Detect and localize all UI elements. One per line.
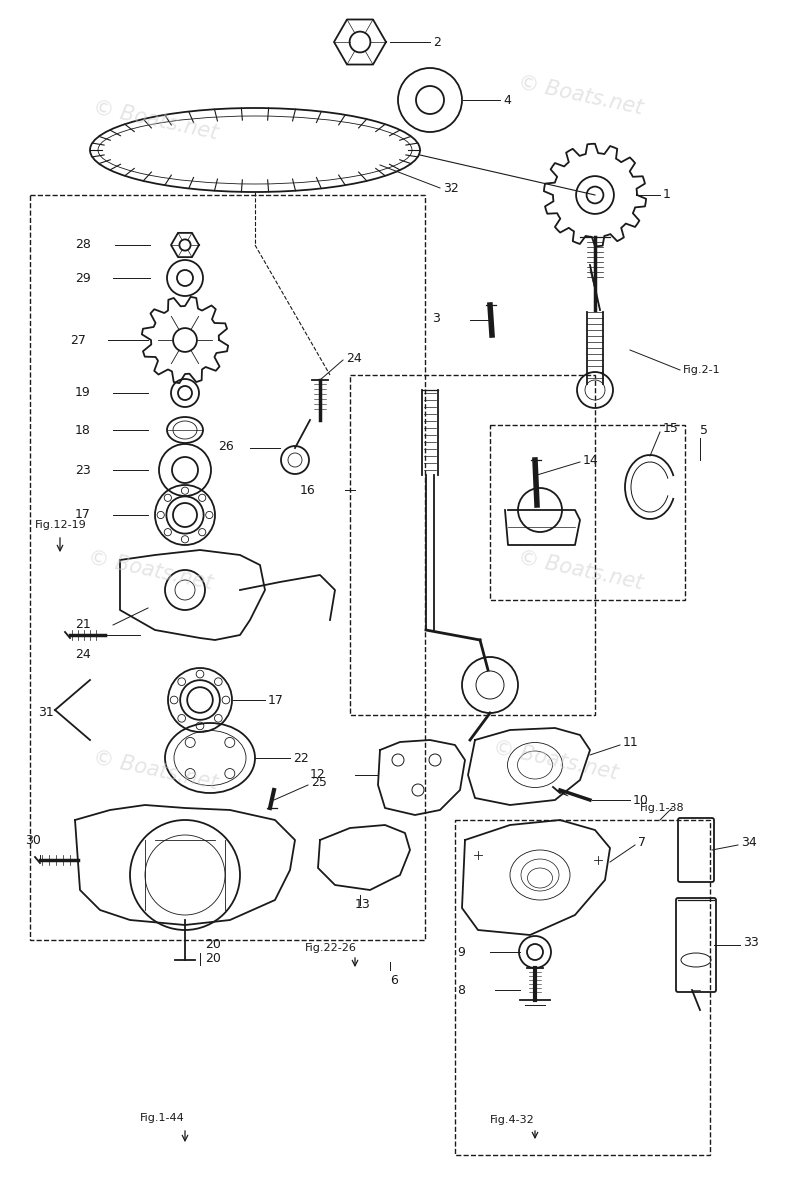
- Text: 32: 32: [443, 181, 459, 194]
- Text: 20: 20: [205, 952, 221, 965]
- Text: Fig.1-38: Fig.1-38: [640, 803, 685, 814]
- Text: 25: 25: [311, 776, 327, 790]
- Bar: [350, 374, 595, 715]
- Text: Fig.12-19: Fig.12-19: [35, 520, 87, 530]
- Text: 17: 17: [75, 509, 91, 522]
- Text: © Boats.net: © Boats.net: [516, 72, 645, 118]
- Text: 23: 23: [75, 463, 91, 476]
- Bar: [455, 820, 710, 1154]
- Text: 9: 9: [457, 946, 465, 959]
- Text: 28: 28: [75, 239, 91, 252]
- Text: 22: 22: [293, 751, 309, 764]
- Text: © Boats.net: © Boats.net: [91, 746, 220, 793]
- Text: 5: 5: [700, 424, 708, 437]
- Text: 13: 13: [355, 899, 371, 912]
- Text: 29: 29: [75, 271, 91, 284]
- Text: 15: 15: [663, 421, 679, 434]
- Text: 8: 8: [457, 984, 465, 996]
- Text: 11: 11: [623, 737, 639, 750]
- Text: 26: 26: [218, 439, 234, 452]
- Text: 14: 14: [583, 454, 599, 467]
- Text: 6: 6: [390, 973, 398, 986]
- Text: © Boats.net: © Boats.net: [516, 547, 645, 593]
- Text: 2: 2: [433, 36, 441, 48]
- Text: 1: 1: [663, 188, 671, 202]
- Text: 16: 16: [299, 484, 315, 497]
- Text: 10: 10: [633, 793, 649, 806]
- Text: 30: 30: [25, 834, 41, 846]
- Text: 4: 4: [503, 94, 511, 107]
- Text: 27: 27: [70, 334, 86, 347]
- Text: 31: 31: [38, 706, 54, 719]
- Text: © Boats.net: © Boats.net: [491, 737, 619, 784]
- Text: © Boats.net: © Boats.net: [85, 547, 214, 593]
- Text: Fig.4-32: Fig.4-32: [490, 1115, 535, 1126]
- Text: 21: 21: [75, 618, 91, 631]
- Bar: [30, 194, 425, 940]
- Text: Fig.22-26: Fig.22-26: [305, 943, 357, 953]
- Text: Fig.2-1: Fig.2-1: [683, 365, 720, 374]
- Text: 24: 24: [346, 352, 362, 365]
- Text: Fig.1-44: Fig.1-44: [140, 1114, 185, 1123]
- Text: 17: 17: [268, 694, 284, 707]
- Text: 20: 20: [205, 938, 221, 952]
- Text: 34: 34: [741, 836, 757, 850]
- Text: © Boats.net: © Boats.net: [91, 97, 220, 143]
- Text: 19: 19: [75, 386, 91, 400]
- Text: 33: 33: [743, 936, 758, 949]
- Text: 12: 12: [309, 768, 325, 781]
- Text: 24: 24: [75, 648, 91, 661]
- Text: 7: 7: [638, 836, 646, 850]
- Text: 3: 3: [432, 312, 440, 324]
- Text: 18: 18: [75, 424, 91, 437]
- Bar: [490, 425, 685, 600]
